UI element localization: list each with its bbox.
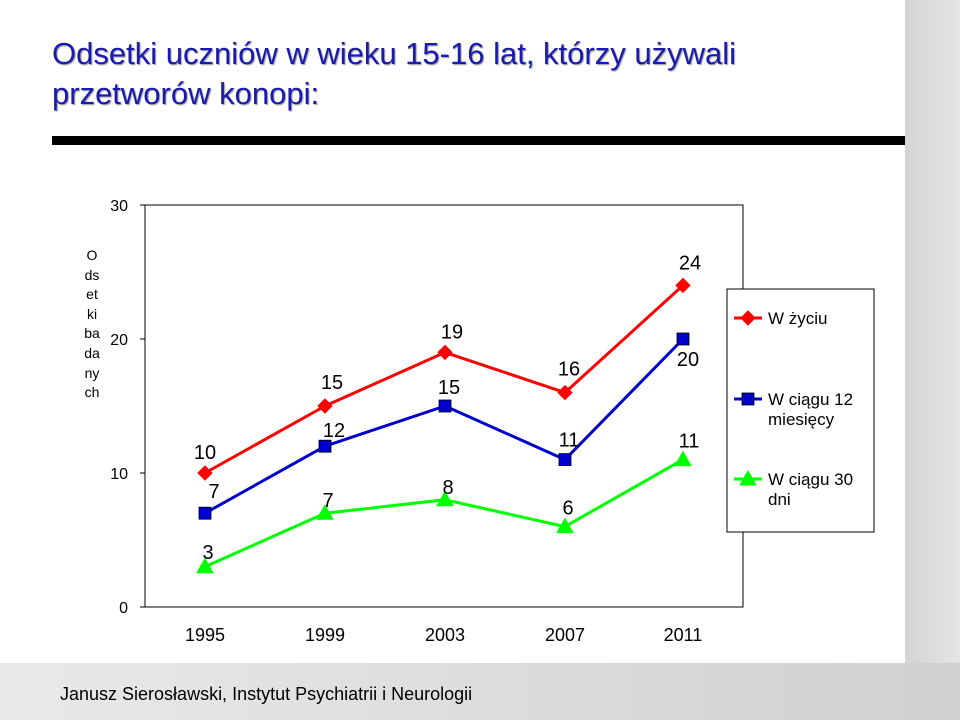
series-1-point [437,344,453,361]
data-label: 12 [323,420,345,442]
y-tick-label: 0 [119,600,128,617]
footer-band [0,663,960,720]
data-label: 6 [562,498,573,520]
x-tick-label: 2007 [545,625,585,645]
data-label: 19 [441,321,463,343]
slide-side-strip [905,0,960,720]
data-label: 15 [438,377,460,399]
x-tick-label: 2011 [664,625,703,645]
series-3-point [436,490,454,507]
footer-credit: Janusz Sierosławski, Instytut Psychiatri… [60,684,473,704]
series-3-point [196,557,214,574]
y-axis-ticks: 0 10 20 30 [110,198,145,617]
series-3-point [316,504,334,520]
series-2-point [438,399,452,413]
data-label: 8 [442,477,453,499]
x-axis-ticks: 1995 1999 2003 2007 2011 [185,625,702,645]
legend-marker-1 [740,310,756,326]
data-label: 24 [679,252,701,274]
legend-marker-3 [739,469,757,486]
data-label: 7 [322,490,333,512]
x-tick-label: 2003 [425,625,465,645]
data-label: 15 [321,372,343,394]
legend: W życiu W ciągu 12 miesięcy W ciągu 30 dni [726,288,875,533]
legend-box [726,288,875,533]
series-2-point [318,439,332,453]
x-tick-label: 1999 [305,625,345,645]
data-label: 10 [194,442,216,464]
series-1-point [317,398,333,414]
legend-label-3: W ciągu 30 dni [768,470,853,509]
series-1-point [197,465,213,481]
data-label: 16 [558,359,580,381]
series-1-point [675,277,691,294]
data-label: 7 [208,481,219,503]
series-3-point [674,450,692,467]
slide-title: Odsetki uczniów w wieku 15-16 lat, którz… [52,36,736,111]
legend-label-2: W ciągu 12 miesięcy [768,390,853,429]
legend-label-1: W życiu [768,309,828,328]
series-2-point [676,332,690,346]
y-tick-label: 20 [110,332,128,349]
data-labels: 10 15 19 16 24 7 12 15 11 20 3 7 8 6 11 [194,252,701,563]
data-label: 11 [679,431,700,453]
data-label: 11 [559,430,580,452]
x-tick-label: 1995 [185,625,225,645]
y-tick-label: 10 [110,466,128,483]
series-3-point [556,517,574,534]
series-2-point [198,506,212,520]
series-1-point [557,384,573,401]
series-markers [196,277,692,574]
series-2-point [558,453,572,467]
legend-marker-2 [741,392,755,406]
y-axis-label: Odsetki badanych [84,247,100,401]
data-label: 3 [202,542,213,564]
data-label: 20 [677,349,699,371]
title-rule [52,136,905,145]
y-tick-label: 30 [110,198,128,215]
